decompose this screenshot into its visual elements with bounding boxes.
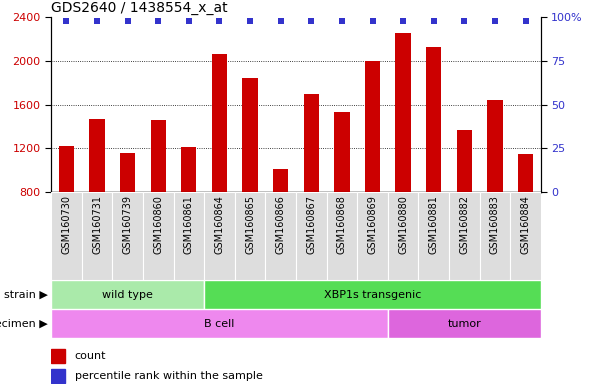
Bar (326, 192, 357, 280)
Text: GSM160884: GSM160884 (520, 195, 531, 253)
Text: GSM160880: GSM160880 (398, 195, 408, 253)
Bar (151, 120, 166, 192)
Text: XBP1s transgenic: XBP1s transgenic (324, 290, 421, 300)
Bar (395, 33, 411, 192)
Point (521, 18, 531, 24)
Point (307, 18, 316, 24)
Bar (457, 130, 472, 192)
Point (398, 18, 408, 24)
Bar (418, 192, 449, 280)
Bar (266, 192, 296, 280)
Text: GSM160881: GSM160881 (429, 195, 439, 253)
Point (460, 18, 469, 24)
Text: GSM160739: GSM160739 (123, 195, 133, 254)
Bar (449, 192, 480, 280)
Bar (388, 309, 541, 338)
Point (123, 18, 132, 24)
Bar (510, 192, 541, 280)
Bar (334, 112, 350, 192)
Point (429, 18, 439, 24)
Point (92, 18, 102, 24)
Text: GSM160864: GSM160864 (215, 195, 224, 253)
Bar (112, 192, 143, 280)
Point (215, 18, 224, 24)
Text: GSM160867: GSM160867 (307, 195, 316, 254)
Point (368, 18, 377, 24)
Text: GSM160868: GSM160868 (337, 195, 347, 253)
Bar (90, 119, 105, 192)
Bar (174, 192, 204, 280)
Point (184, 18, 194, 24)
Bar (304, 94, 319, 192)
Bar (212, 55, 227, 192)
Bar (120, 153, 135, 192)
Text: B cell: B cell (204, 318, 234, 329)
Text: tumor: tumor (448, 318, 481, 329)
Text: GSM160883: GSM160883 (490, 195, 500, 253)
Text: GSM160860: GSM160860 (153, 195, 163, 253)
Bar (487, 100, 502, 192)
Bar (388, 192, 418, 280)
Bar (51, 309, 388, 338)
Bar (51, 369, 65, 383)
Text: GSM160866: GSM160866 (276, 195, 285, 253)
Bar (480, 192, 510, 280)
Text: GSM160882: GSM160882 (459, 195, 469, 254)
Bar (51, 192, 82, 280)
Bar (518, 154, 533, 192)
Point (61, 18, 71, 24)
Text: GSM160869: GSM160869 (368, 195, 377, 253)
Text: GSM160865: GSM160865 (245, 195, 255, 254)
Bar (204, 192, 235, 280)
Bar (357, 192, 388, 280)
Bar (143, 192, 174, 280)
Text: strain ▶: strain ▶ (4, 290, 48, 300)
Point (276, 18, 285, 24)
Text: GSM160730: GSM160730 (61, 195, 72, 254)
Bar (82, 192, 112, 280)
Bar (235, 192, 266, 280)
Point (337, 18, 347, 24)
Point (490, 18, 500, 24)
Bar (181, 147, 197, 192)
Text: GSM160861: GSM160861 (184, 195, 194, 253)
Text: specimen ▶: specimen ▶ (0, 318, 48, 329)
Text: GDS2640 / 1438554_x_at: GDS2640 / 1438554_x_at (51, 1, 228, 15)
Text: percentile rank within the sample: percentile rank within the sample (75, 371, 263, 381)
Point (153, 18, 163, 24)
Bar (365, 61, 380, 192)
Bar (59, 146, 74, 192)
Bar (273, 169, 288, 192)
Bar (51, 280, 204, 309)
Text: count: count (75, 351, 106, 361)
Point (245, 18, 255, 24)
Bar (204, 280, 541, 309)
Bar (426, 47, 441, 192)
Bar (51, 349, 65, 363)
Bar (242, 78, 258, 192)
Bar (296, 192, 326, 280)
Text: GSM160731: GSM160731 (92, 195, 102, 254)
Text: wild type: wild type (102, 290, 153, 300)
